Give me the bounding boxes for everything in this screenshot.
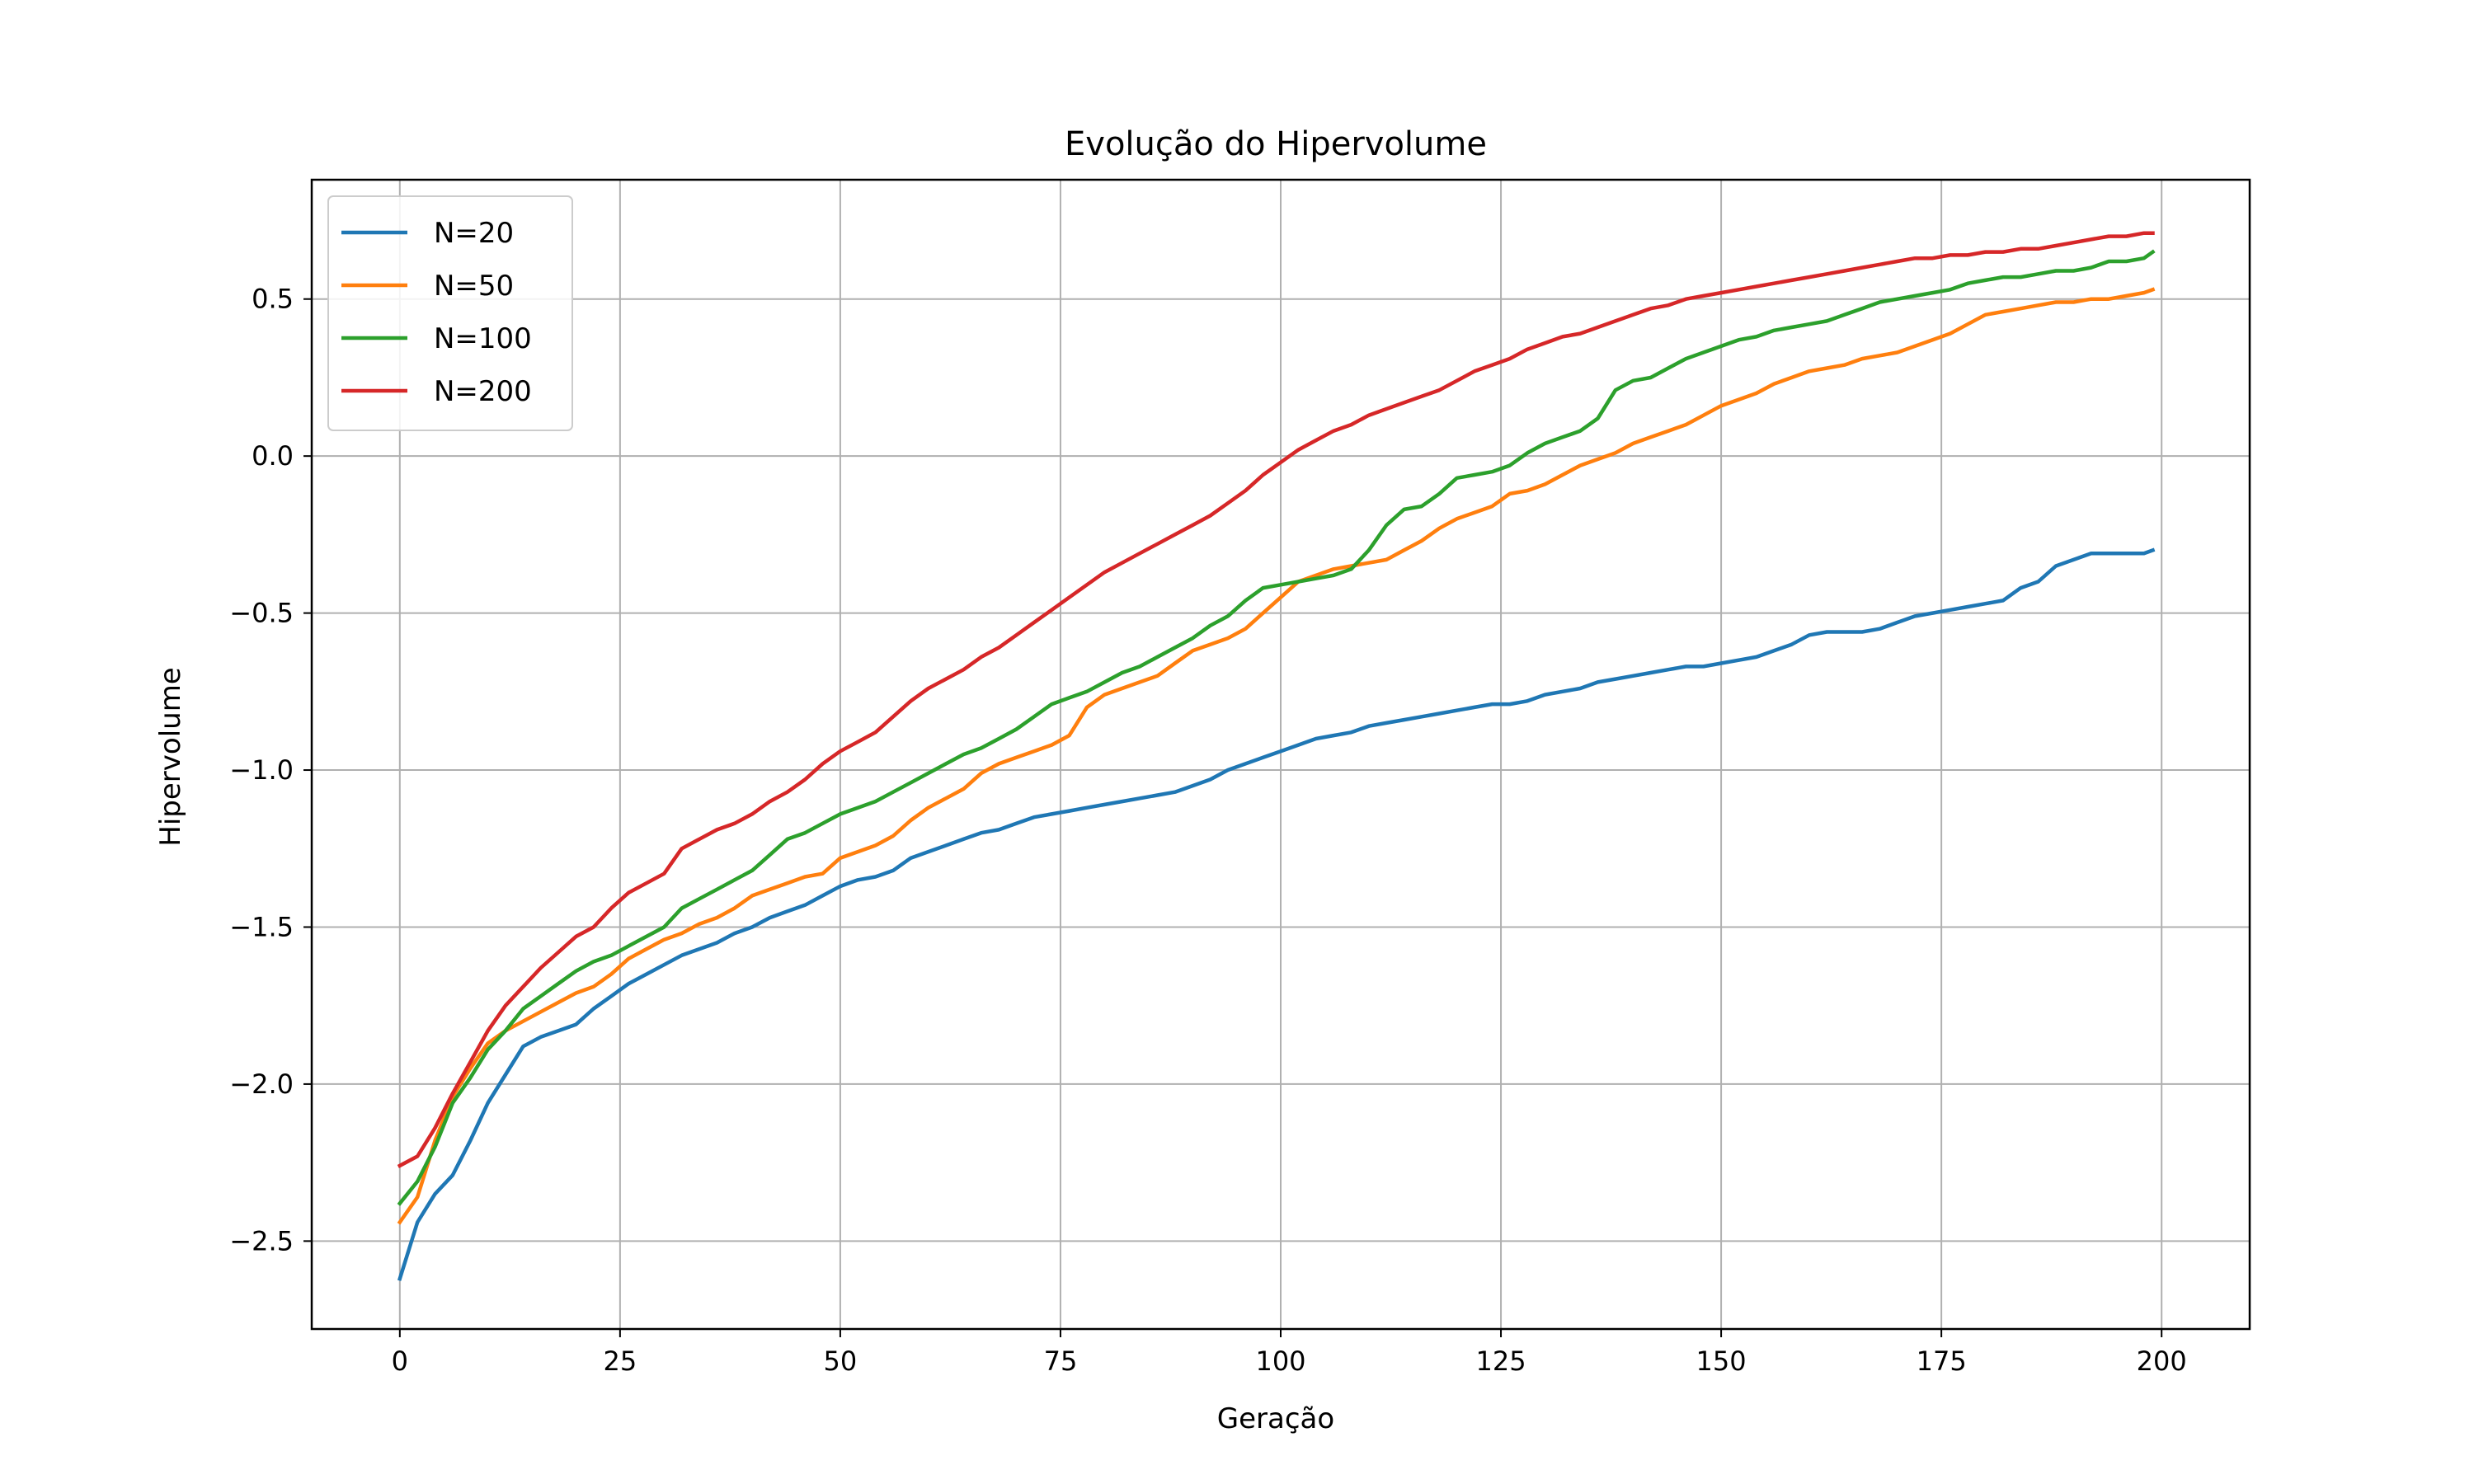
y-axis-label: Hipervolume <box>154 667 187 846</box>
y-tick-label: −1.5 <box>229 911 294 942</box>
y-axis-ticks: −2.5 −2.0 −1.5 −1.0 −0.5 0.0 0.5 <box>229 284 312 1256</box>
x-tick-label: 100 <box>1255 1345 1305 1377</box>
x-tick-label: 50 <box>824 1345 858 1377</box>
legend: N=20 N=50 N=100 N=200 <box>327 195 573 431</box>
x-tick-label: 75 <box>1044 1345 1078 1377</box>
x-tick-label: 200 <box>2137 1345 2187 1377</box>
legend-label: N=200 <box>434 375 532 408</box>
y-tick-label: 0.5 <box>252 284 294 315</box>
x-axis-ticks: 0 25 50 75 100 125 150 175 200 <box>392 1329 2187 1377</box>
series-layer <box>397 231 2156 1281</box>
x-tick-label: 0 <box>392 1345 408 1377</box>
y-tick-label: 0.0 <box>252 440 294 472</box>
x-axis-label: Geração <box>1217 1402 1334 1435</box>
x-tick-label: 125 <box>1476 1345 1526 1377</box>
y-tick-label: −1.0 <box>229 754 294 786</box>
chart-title: Evolução do Hipervolume <box>1065 125 1487 163</box>
x-tick-label: 175 <box>1917 1345 1967 1377</box>
y-tick-label: −0.5 <box>229 598 294 629</box>
series-line-N=200 <box>397 231 2155 1168</box>
series-line-N=20 <box>397 547 2156 1281</box>
x-tick-label: 25 <box>604 1345 637 1377</box>
y-tick-label: −2.0 <box>229 1068 294 1100</box>
series-line-N=100 <box>397 249 2156 1206</box>
series-line-N=50 <box>397 287 2156 1225</box>
legend-label: N=100 <box>434 322 532 355</box>
y-tick-label: −2.5 <box>229 1225 294 1256</box>
legend-box <box>327 195 573 431</box>
grid-lines <box>312 180 2250 1329</box>
legend-label: N=20 <box>434 217 514 250</box>
legend-label: N=50 <box>434 270 514 303</box>
x-tick-label: 150 <box>1696 1345 1747 1377</box>
